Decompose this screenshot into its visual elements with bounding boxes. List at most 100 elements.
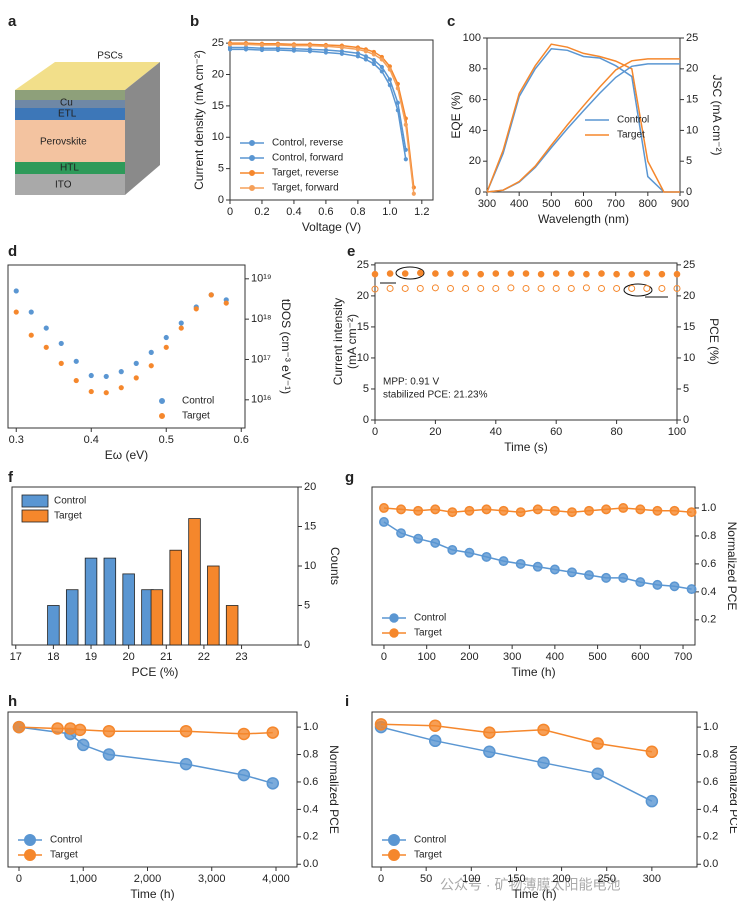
point xyxy=(323,50,329,55)
point xyxy=(307,43,313,48)
point xyxy=(635,504,646,515)
layer-label: HTL xyxy=(60,163,79,174)
legend-label: Control xyxy=(617,115,649,126)
plot-frame xyxy=(374,262,678,421)
point xyxy=(492,270,500,277)
point xyxy=(266,726,280,739)
y2-tick-label: 0.2 xyxy=(303,831,318,843)
point xyxy=(613,284,621,292)
layer xyxy=(15,100,125,108)
point xyxy=(227,47,233,52)
x-tick-label: 17 xyxy=(10,651,22,663)
x-tick-label: 3,000 xyxy=(198,873,226,885)
x-axis-label: Time (s) xyxy=(504,440,548,454)
x-tick-label: 400 xyxy=(510,198,528,210)
point xyxy=(522,270,530,277)
legend-swatch xyxy=(249,140,255,146)
x-tick-label: 400 xyxy=(546,651,564,663)
bar xyxy=(188,518,201,646)
bar xyxy=(65,589,79,646)
y2-tick-label: 0 xyxy=(686,186,692,198)
x-tick-label: 0 xyxy=(16,873,22,885)
point xyxy=(43,344,49,350)
bar xyxy=(150,589,164,646)
point xyxy=(73,358,79,364)
point xyxy=(386,284,394,292)
bar xyxy=(122,573,135,646)
point xyxy=(387,67,392,72)
series-line xyxy=(486,63,680,193)
y2-tick-label: 5 xyxy=(304,599,310,611)
point xyxy=(413,505,424,516)
point xyxy=(582,284,590,292)
y-tick-label: 20 xyxy=(357,290,369,302)
x-tick-label: 150 xyxy=(507,873,525,885)
x-tick-label: 20 xyxy=(123,651,135,663)
point xyxy=(403,122,408,127)
point xyxy=(13,288,19,294)
point xyxy=(598,270,605,277)
point xyxy=(163,334,169,341)
point xyxy=(227,42,233,47)
point xyxy=(669,581,680,592)
point xyxy=(237,768,251,782)
x-tick-label: 0.4 xyxy=(286,206,301,218)
point xyxy=(669,505,680,516)
y-tick-label: 0 xyxy=(363,414,369,426)
series-line xyxy=(18,726,274,785)
watermark: 公众号 · 矿物薄膜太阳能电池 xyxy=(440,877,620,893)
point xyxy=(12,720,26,734)
legend-label: Control xyxy=(414,613,446,624)
point xyxy=(628,284,636,292)
x-axis-label: Time (h) xyxy=(130,887,174,901)
layer-label: ITO xyxy=(55,180,72,191)
legend-swatch xyxy=(24,849,36,861)
layer-label: Cu xyxy=(60,98,73,109)
layer xyxy=(15,108,125,120)
legend-label: Target, reverse xyxy=(272,168,339,179)
point xyxy=(223,300,229,306)
point xyxy=(371,61,376,66)
panel-letter: f xyxy=(8,469,14,486)
point xyxy=(462,284,470,292)
plot-frame xyxy=(7,711,298,868)
panel-letter: i xyxy=(345,693,349,710)
layer-label: Perovskite xyxy=(40,137,87,148)
bar xyxy=(225,605,239,646)
point xyxy=(291,43,297,48)
panel-letter: h xyxy=(8,693,17,710)
point xyxy=(618,503,629,513)
point xyxy=(73,377,79,384)
point xyxy=(28,309,34,315)
point xyxy=(193,306,199,312)
point xyxy=(522,284,530,292)
x-tick-label: 250 xyxy=(598,873,616,885)
x-tick-label: 100 xyxy=(668,426,686,438)
point xyxy=(275,47,281,53)
point xyxy=(371,57,376,63)
point xyxy=(73,723,87,737)
point xyxy=(492,284,500,292)
point xyxy=(355,47,360,52)
y2-tick-label: 10 xyxy=(304,560,316,572)
legend-swatch xyxy=(24,834,36,846)
point xyxy=(567,567,577,578)
point xyxy=(411,191,416,196)
x-tick-label: 900 xyxy=(671,198,689,210)
y2-tick-label: 25 xyxy=(686,32,698,44)
y-tick-label: 10 xyxy=(357,352,369,364)
y2-tick-label: 15 xyxy=(686,94,698,106)
y-tick-label: 20 xyxy=(469,155,481,167)
point xyxy=(259,47,265,53)
layer xyxy=(15,120,125,162)
y-axis-label: Current density (mA cm⁻²) xyxy=(192,50,206,190)
y2-tick-label: 1.0 xyxy=(703,721,718,733)
point xyxy=(498,505,509,516)
point xyxy=(686,507,697,518)
x-axis-label: Time (h) xyxy=(511,665,555,679)
x-tick-label: 18 xyxy=(47,651,59,663)
point xyxy=(481,551,492,562)
y2-tick-label: 0.2 xyxy=(703,831,718,843)
point xyxy=(58,340,64,347)
x-tick-label: 22 xyxy=(198,651,210,663)
